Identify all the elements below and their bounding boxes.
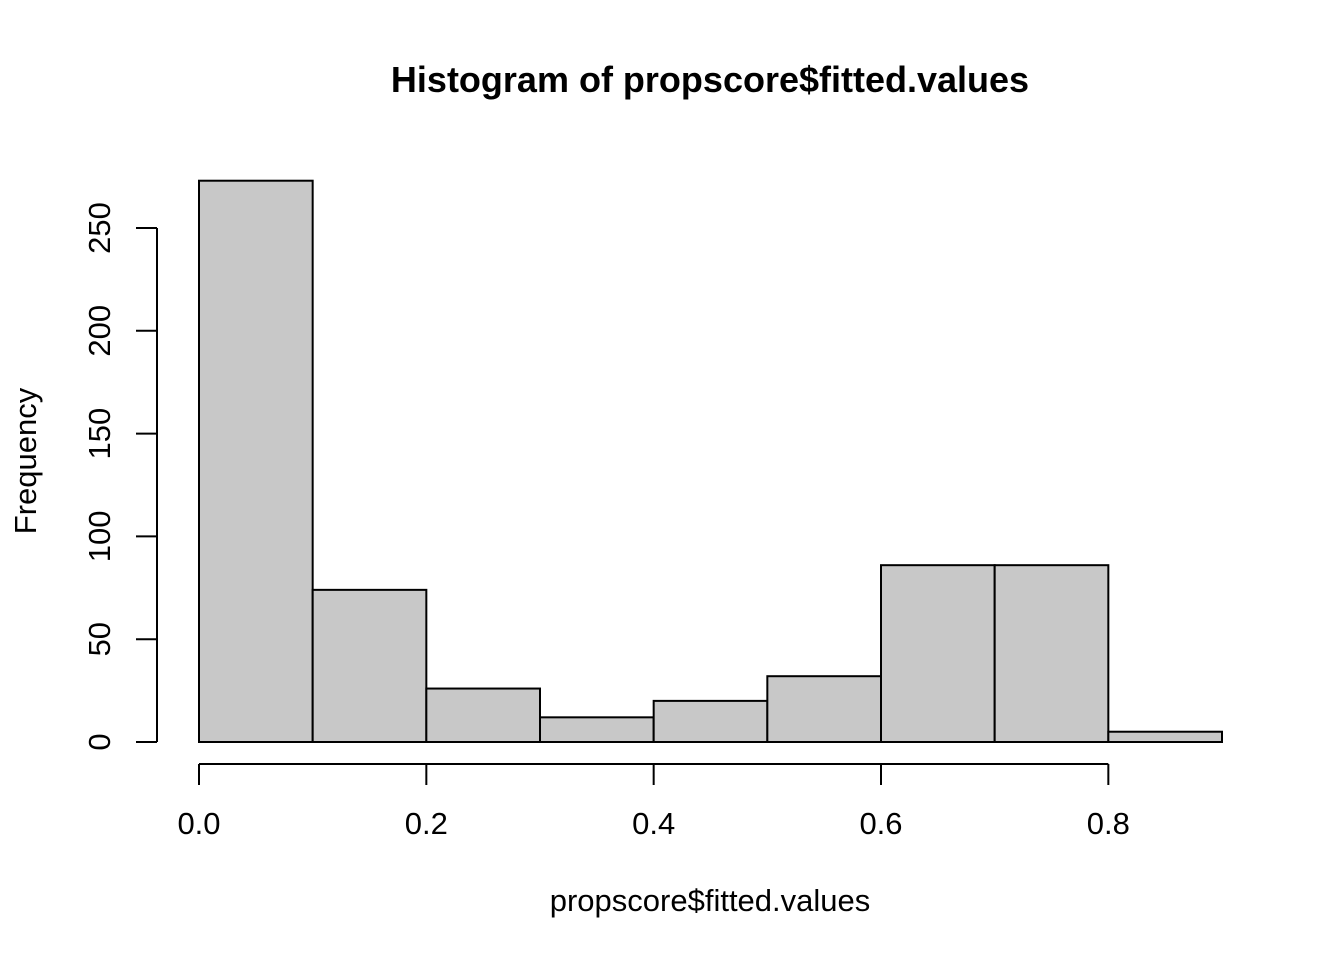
y-tick-label: 50	[82, 622, 117, 656]
x-axis-label: propscore$fitted.values	[550, 883, 871, 918]
bars-group	[198, 179, 1224, 744]
y-tick-label: 0	[82, 733, 117, 750]
x-axis: 0.0 0.2 0.4 0.6 0.8	[177, 763, 1130, 841]
x-tick-label: 0.0	[177, 806, 220, 841]
histogram-bar	[198, 179, 314, 744]
histogram-bar	[311, 588, 428, 744]
y-tick-label: 100	[82, 511, 117, 563]
histogram-bar	[993, 564, 1110, 744]
y-axis: 0 50 100 150 200 250	[82, 202, 158, 751]
histogram-bar	[425, 687, 542, 744]
histogram-bar	[652, 699, 769, 744]
y-tick-label: 200	[82, 305, 117, 357]
histogram-bar	[1107, 730, 1224, 743]
histogram-bar	[539, 716, 655, 744]
x-tick-label: 0.4	[632, 806, 675, 841]
x-tick-label: 0.8	[1087, 806, 1130, 841]
chart-title: Histogram of propscore$fitted.values	[391, 59, 1029, 100]
x-tick-label: 0.2	[405, 806, 448, 841]
x-tick-label: 0.6	[859, 806, 902, 841]
histogram-bar	[766, 675, 882, 744]
histogram-bar	[880, 564, 996, 744]
y-tick-label: 150	[82, 408, 117, 460]
y-axis-label: Frequency	[8, 387, 43, 534]
y-tick-label: 250	[82, 202, 117, 254]
